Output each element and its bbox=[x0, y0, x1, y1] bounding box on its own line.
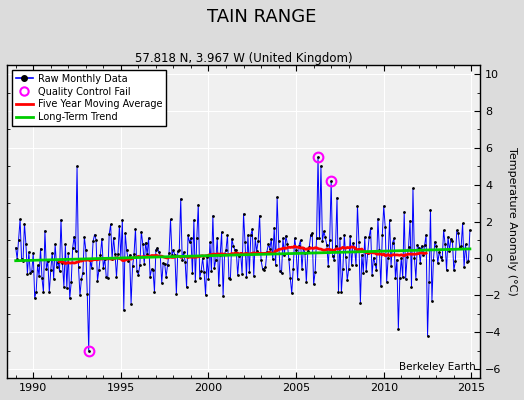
Text: Berkeley Earth: Berkeley Earth bbox=[399, 362, 475, 372]
Y-axis label: Temperature Anomaly (°C): Temperature Anomaly (°C) bbox=[507, 147, 517, 296]
Legend: Raw Monthly Data, Quality Control Fail, Five Year Moving Average, Long-Term Tren: Raw Monthly Data, Quality Control Fail, … bbox=[12, 70, 167, 126]
Text: TAIN RANGE: TAIN RANGE bbox=[208, 8, 316, 26]
Title: 57.818 N, 3.967 W (United Kingdom): 57.818 N, 3.967 W (United Kingdom) bbox=[135, 52, 352, 65]
